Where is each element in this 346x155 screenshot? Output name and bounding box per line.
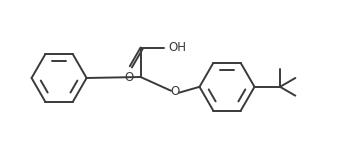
Text: OH: OH bbox=[168, 41, 186, 54]
Text: O: O bbox=[170, 85, 180, 98]
Text: O: O bbox=[124, 71, 134, 84]
